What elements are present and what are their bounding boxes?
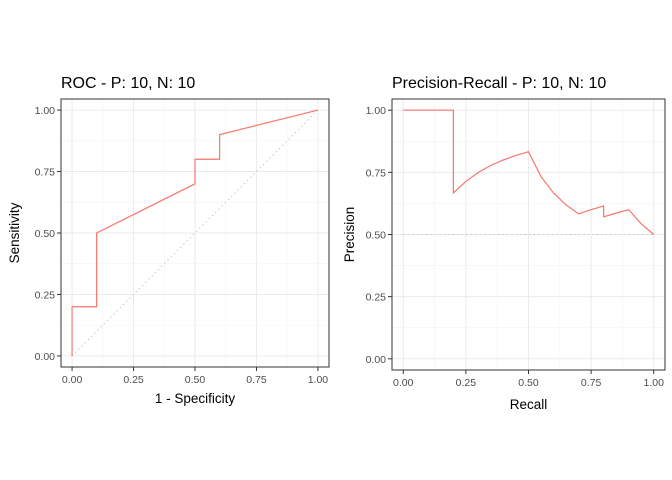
pr-curve [403, 109, 655, 235]
roc-x-tick-label-1: 0.25 [123, 374, 144, 386]
pr-x-axis-title: Recall [510, 397, 548, 412]
roc-y-axis-title: Sensitivity [7, 202, 22, 263]
roc-y-tick-label-4: 1.00 [35, 105, 56, 117]
roc-x-tick-label-4: 1.00 [308, 374, 329, 386]
pr-x-tick-label-2: 0.50 [518, 377, 539, 389]
roc-x-tick-label-2: 0.50 [185, 374, 206, 386]
roc-y-tick-label-2: 0.50 [35, 228, 56, 240]
pr-y-tick-label-0: 0.00 [366, 354, 387, 366]
pr-x-tick-label-0: 0.00 [393, 377, 414, 389]
pr-y-axis-title: Precision [342, 207, 357, 263]
pr-x-tick-label-3: 0.75 [581, 377, 602, 389]
roc-panel: 0.00 0.25 0.50 0.75 1.00 0.00 0.25 0.50 0.75 1.00… [7, 75, 330, 406]
roc-y-tick-label-1: 0.25 [35, 289, 56, 301]
precision-recall-panel: 0.00 0.25 0.50 0.75 1.00 0.00 0.25 0.50 0.75 1.00… [342, 75, 666, 412]
pr-y-tick-label-3: 0.75 [366, 167, 387, 179]
roc-curve [71, 109, 319, 356]
pr-x-tick-label-1: 0.25 [456, 377, 477, 389]
pr-chart-title: Precision-Recall - P: 10, N: 10 [392, 75, 606, 92]
pr-y-tick-label-1: 0.25 [366, 292, 387, 304]
roc-x-tick-label-3: 0.75 [246, 374, 267, 386]
roc-y-tick-label-3: 0.75 [35, 167, 56, 179]
pr-y-tick-label-4: 1.00 [366, 105, 387, 117]
roc-x-tick-label-0: 0.00 [62, 374, 83, 386]
roc-chart-title: ROC - P: 10, N: 10 [61, 75, 195, 92]
pr-y-tick-label-2: 0.50 [366, 230, 387, 242]
roc-y-tick-label-0: 0.00 [35, 351, 56, 363]
roc-x-axis-title: 1 - Specificity [155, 391, 236, 406]
pr-x-tick-label-4: 1.00 [644, 377, 665, 389]
